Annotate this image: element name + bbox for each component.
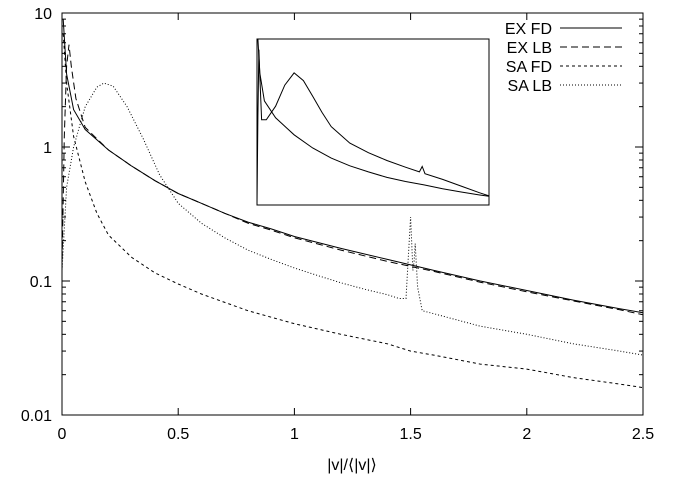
series-layer (61, 19, 644, 389)
x-tick-label: 0 (58, 426, 67, 443)
y-tick-label: 10 (34, 6, 52, 23)
y-tick-label: 0.01 (21, 408, 52, 425)
inset-frame (256, 38, 490, 206)
x-tick-label: 0.5 (167, 426, 189, 443)
x-tick-label: 2.5 (632, 426, 654, 443)
y-tick-label: 0.1 (30, 274, 52, 291)
y-axis-ticks: 0.01 0.1 1 10 (21, 6, 643, 425)
series-line-sa-fd (62, 33, 644, 389)
plot-frame (61, 12, 644, 416)
legend-label: EX FD (505, 21, 552, 38)
series-line-ex-fd (62, 19, 644, 314)
legend-label: EX LB (507, 40, 552, 57)
inset-series-line-sa-lb (256, 49, 490, 206)
legend: EX FD EX LB SA FD SA LB (505, 21, 622, 95)
x-axis-ticks: 0 0.5 1 1.5 2 2.5 (58, 13, 654, 443)
x-axis-label: |v|/⟨|v|⟩ (327, 457, 377, 474)
y-tick-label: 1 (43, 140, 52, 157)
inset-series-layer (256, 38, 490, 206)
legend-label: SA LB (508, 78, 552, 95)
x-tick-label: 1 (290, 426, 299, 443)
legend-label: SA FD (506, 59, 552, 76)
series-line-ex-lb (61, 44, 644, 316)
x-tick-label: 2 (522, 426, 531, 443)
x-tick-label: 1.5 (399, 426, 421, 443)
inset-plot (256, 38, 490, 206)
inset-series-line-ex-fd (257, 38, 490, 197)
